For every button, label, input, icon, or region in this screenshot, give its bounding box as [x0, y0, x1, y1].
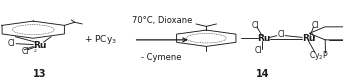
Text: Ru: Ru	[302, 34, 315, 43]
Text: Cl: Cl	[255, 46, 262, 55]
Text: 70°C, Dioxane: 70°C, Dioxane	[131, 16, 192, 25]
Text: - Cymene: - Cymene	[141, 53, 182, 62]
Text: + PCy$_3$: + PCy$_3$	[84, 33, 117, 46]
Text: Ru: Ru	[257, 34, 270, 43]
Text: Cl: Cl	[277, 30, 285, 40]
Text: $_{2}$: $_{2}$	[33, 48, 37, 55]
Text: Cy$_2$P: Cy$_2$P	[309, 49, 329, 62]
Text: Cl: Cl	[21, 47, 29, 56]
Text: 14: 14	[256, 69, 270, 79]
Text: 13: 13	[33, 69, 47, 79]
Text: Cl: Cl	[251, 21, 259, 30]
Text: Cl: Cl	[311, 21, 319, 30]
Text: Cl: Cl	[7, 39, 15, 48]
Text: Ru: Ru	[33, 41, 46, 50]
